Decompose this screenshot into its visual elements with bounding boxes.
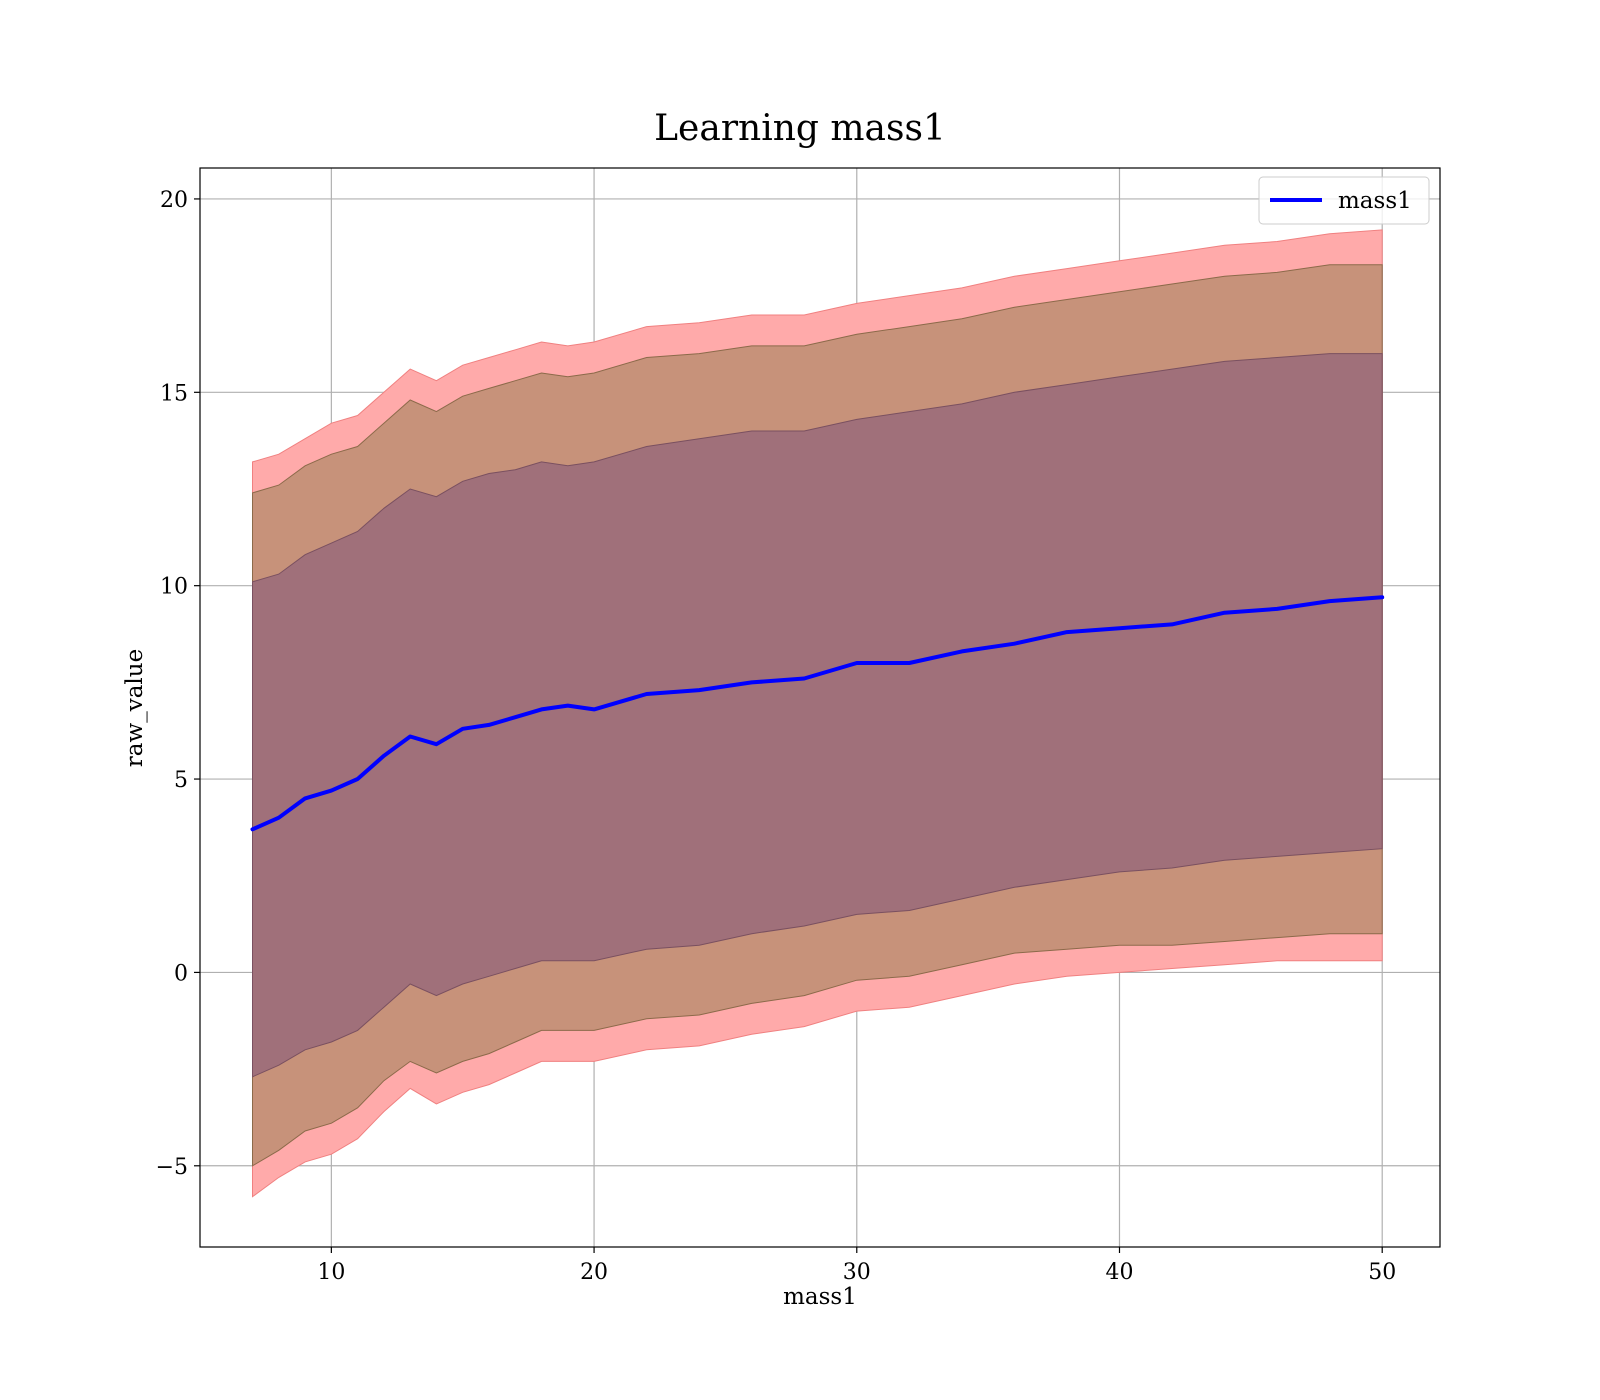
x-tick-label-2: 30 bbox=[843, 1260, 871, 1285]
x-tick-label-4: 50 bbox=[1368, 1260, 1396, 1285]
series-lines bbox=[250, 595, 1385, 832]
y-tick-label-3: 10 bbox=[160, 575, 188, 600]
x-tick-label-0: 10 bbox=[317, 1260, 345, 1285]
x-axis-ticks: 10 20 30 40 50 bbox=[317, 1247, 1396, 1285]
y-tick-label-5: 20 bbox=[160, 188, 188, 213]
x-tick-label-1: 20 bbox=[580, 1260, 608, 1285]
y-tick-label-1: 0 bbox=[174, 961, 188, 986]
x-tick-label-3: 40 bbox=[1105, 1260, 1133, 1285]
legend-label-mass1: mass1 bbox=[1338, 188, 1412, 214]
band-inner bbox=[252, 353, 1383, 1078]
y-tick-label-4: 15 bbox=[160, 381, 188, 406]
chart-title: Learning mass1 bbox=[654, 108, 946, 149]
series-line-mass1 bbox=[250, 595, 1385, 832]
legend-box bbox=[1258, 176, 1430, 225]
plot-frame bbox=[199, 167, 1441, 1248]
y-tick-label-0: −5 bbox=[156, 1155, 188, 1180]
y-axis-ticks: −5 0 5 10 15 20 bbox=[156, 188, 200, 1180]
legend: mass1 bbox=[1258, 176, 1430, 225]
x-axis-label: mass1 bbox=[783, 1284, 857, 1310]
y-axis-label: raw_value bbox=[122, 649, 148, 767]
y-tick-label-2: 5 bbox=[174, 768, 188, 793]
confidence-bands bbox=[252, 229, 1383, 1198]
